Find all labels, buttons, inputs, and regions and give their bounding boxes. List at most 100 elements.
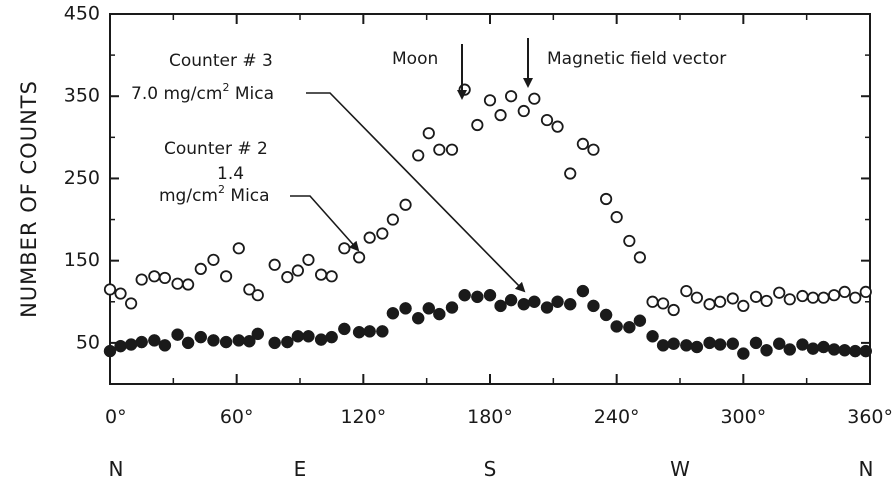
data-point-open bbox=[838, 285, 851, 299]
data-point-open bbox=[726, 292, 739, 305]
data-point-filled bbox=[291, 330, 305, 343]
data-point-open bbox=[667, 303, 680, 317]
data-point-filled bbox=[772, 337, 786, 350]
data-point-filled bbox=[587, 299, 600, 313]
y-tick-label: 250 bbox=[64, 167, 100, 189]
data-point-open bbox=[338, 242, 351, 255]
data-point-filled bbox=[646, 330, 659, 343]
data-point-open bbox=[433, 143, 446, 156]
data-point-open bbox=[817, 291, 830, 304]
data-point-filled bbox=[806, 342, 820, 355]
data-point-open bbox=[114, 287, 127, 300]
data-point-filled bbox=[135, 335, 148, 349]
data-point-filled bbox=[599, 308, 613, 322]
series-counter2 bbox=[103, 284, 873, 360]
counter2-annotation: Counter # 2 1.4 mg/cm2 Mica bbox=[159, 139, 360, 252]
data-point-open bbox=[690, 291, 703, 304]
data-point-open bbox=[600, 192, 613, 206]
data-point-filled bbox=[219, 335, 233, 349]
data-point-open bbox=[828, 289, 841, 302]
data-point-open bbox=[646, 295, 659, 308]
data-point-filled bbox=[471, 290, 484, 304]
data-point-open bbox=[125, 297, 138, 310]
data-point-filled bbox=[181, 336, 195, 350]
data-point-filled bbox=[399, 302, 412, 315]
data-point-filled bbox=[749, 336, 763, 350]
data-point-filled bbox=[103, 344, 117, 358]
data-point-open bbox=[325, 270, 338, 283]
data-point-filled bbox=[690, 340, 704, 354]
axis-ticks bbox=[109, 13, 871, 384]
data-point-open bbox=[714, 295, 727, 308]
data-point-filled bbox=[338, 322, 351, 336]
data-point-open bbox=[494, 109, 507, 122]
data-point-filled bbox=[623, 321, 636, 334]
magnetic-field-annotation: Magnetic field vector bbox=[523, 38, 726, 88]
data-point-filled bbox=[827, 343, 841, 356]
data-point-filled bbox=[760, 344, 773, 357]
y-tick-label: 450 bbox=[64, 3, 100, 25]
data-point-filled bbox=[517, 297, 531, 311]
data-point-filled bbox=[114, 339, 127, 353]
data-point-open bbox=[551, 120, 564, 133]
data-point-filled bbox=[528, 295, 541, 309]
data-point-open bbox=[483, 94, 497, 107]
data-point-filled bbox=[411, 311, 425, 325]
data-point-filled bbox=[667, 337, 680, 350]
data-point-open bbox=[207, 253, 220, 266]
data-point-filled bbox=[838, 344, 851, 357]
data-point-filled bbox=[633, 314, 647, 327]
data-point-open bbox=[849, 291, 862, 304]
data-point-open bbox=[806, 291, 820, 304]
data-point-filled bbox=[563, 297, 577, 311]
compass-label-n: N bbox=[109, 457, 124, 481]
counter3-label-line1: Counter # 3 bbox=[169, 51, 273, 71]
data-point-open bbox=[623, 234, 636, 248]
data-point-filled bbox=[817, 340, 830, 354]
data-point-open bbox=[610, 210, 623, 224]
data-point-open bbox=[386, 213, 399, 226]
data-point-filled bbox=[352, 325, 366, 339]
data-point-open bbox=[103, 283, 117, 296]
data-point-filled bbox=[726, 337, 740, 350]
counter3-label-line2: 7.0 mg/cm2 Mica bbox=[131, 81, 274, 104]
data-point-filled bbox=[445, 301, 459, 314]
data-point-open bbox=[194, 262, 207, 275]
y-axis-label: NUMBER OF COUNTS bbox=[17, 80, 41, 318]
data-point-open bbox=[302, 253, 315, 266]
moon-label: Moon bbox=[392, 49, 438, 69]
y-tick-label: 50 bbox=[76, 331, 100, 353]
data-point-open bbox=[243, 283, 256, 296]
data-point-filled bbox=[848, 344, 862, 358]
x-tick-label: 300° bbox=[720, 406, 766, 428]
data-point-filled bbox=[656, 339, 670, 352]
data-point-open bbox=[445, 143, 459, 156]
data-point-open bbox=[171, 277, 184, 290]
data-point-open bbox=[399, 198, 412, 211]
data-point-open bbox=[657, 297, 670, 310]
data-point-filled bbox=[194, 330, 208, 344]
counter2-label-line1: Counter # 2 bbox=[164, 139, 268, 159]
data-point-filled bbox=[433, 307, 446, 321]
data-point-open bbox=[505, 90, 518, 103]
series-counter3 bbox=[103, 83, 872, 317]
data-point-filled bbox=[713, 338, 727, 351]
data-point-filled bbox=[859, 344, 873, 358]
data-point-filled bbox=[483, 288, 497, 302]
data-point-filled bbox=[504, 293, 518, 307]
data-point-filled bbox=[551, 295, 564, 309]
data-point-open bbox=[422, 127, 435, 140]
x-tick-label: 0° bbox=[105, 406, 127, 428]
data-point-filled bbox=[783, 343, 797, 356]
data-point-filled bbox=[386, 307, 400, 320]
data-point-filled bbox=[281, 335, 294, 349]
data-point-open bbox=[251, 289, 264, 302]
data-point-open bbox=[148, 270, 161, 283]
data-point-filled bbox=[422, 302, 436, 315]
data-point-open bbox=[471, 118, 484, 132]
data-point-open bbox=[703, 298, 716, 311]
data-point-filled bbox=[610, 320, 623, 333]
compass-label-e: E bbox=[294, 457, 307, 481]
